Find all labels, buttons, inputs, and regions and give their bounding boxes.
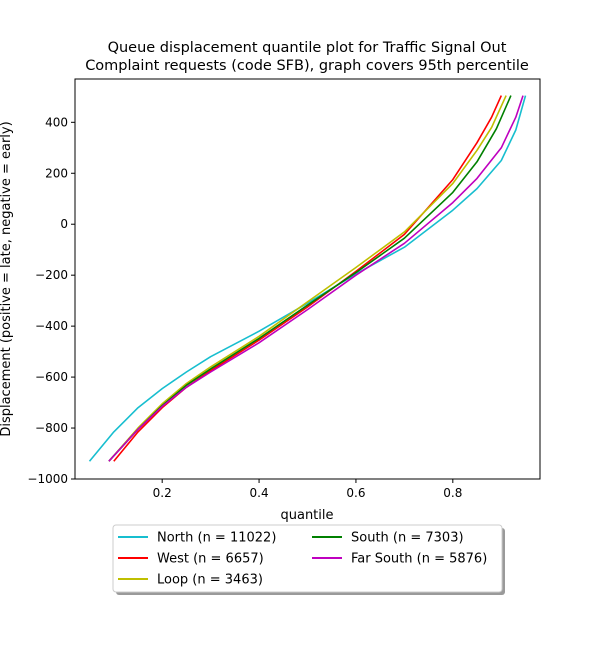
series-line-4 xyxy=(108,95,524,462)
legend-label-0: North (n = 11022) xyxy=(157,531,276,546)
legend-items: North (n = 11022) West (n = 6657) Loop (n … xyxy=(118,531,487,588)
legend: North (n = 11022) West (n = 6657) Loop (n … xyxy=(112,524,505,595)
plot-area-frame xyxy=(74,78,541,480)
y-tick-label: −600 xyxy=(35,370,68,384)
y-tick-label: 400 xyxy=(45,115,68,129)
y-axis-label: Displacement (positive = late, negative … xyxy=(0,121,14,436)
legend-label-2: Loop (n = 3463) xyxy=(157,573,263,588)
y-tick-label: −800 xyxy=(35,421,68,435)
y-tick-label: −1000 xyxy=(27,472,68,486)
x-tick-label: 0.6 xyxy=(346,486,365,500)
chart-title-line-1: Queue displacement quantile plot for Tra… xyxy=(108,40,507,56)
y-tick-label: 0 xyxy=(60,217,68,231)
y-tick-label: 200 xyxy=(45,166,68,180)
series-line-2 xyxy=(108,95,507,462)
legend-label-3: South (n = 7303) xyxy=(351,531,464,546)
y-axis-ticks: −1000 −800 −600 −400 −200 0 200 400 xyxy=(27,115,75,486)
y-tick-label: −200 xyxy=(35,268,68,282)
x-axis-label: quantile xyxy=(280,508,333,523)
chart-title-line-2: Complaint requests (code SFB), graph cov… xyxy=(85,58,529,74)
legend-box xyxy=(112,524,503,593)
x-tick-label: 0.8 xyxy=(443,486,462,500)
y-tick-label: −400 xyxy=(35,319,68,333)
series-line-3 xyxy=(108,95,512,462)
series-line-1 xyxy=(113,95,503,462)
legend-label-1: West (n = 6657) xyxy=(157,552,264,567)
series-layer xyxy=(88,95,527,462)
series-line-0 xyxy=(88,95,527,462)
x-tick-label: 0.2 xyxy=(153,486,172,500)
legend-label-4: Far South (n = 5876) xyxy=(351,552,487,567)
x-tick-label: 0.4 xyxy=(250,486,269,500)
x-axis-ticks: 0.2 0.4 0.6 0.8 xyxy=(153,479,462,500)
